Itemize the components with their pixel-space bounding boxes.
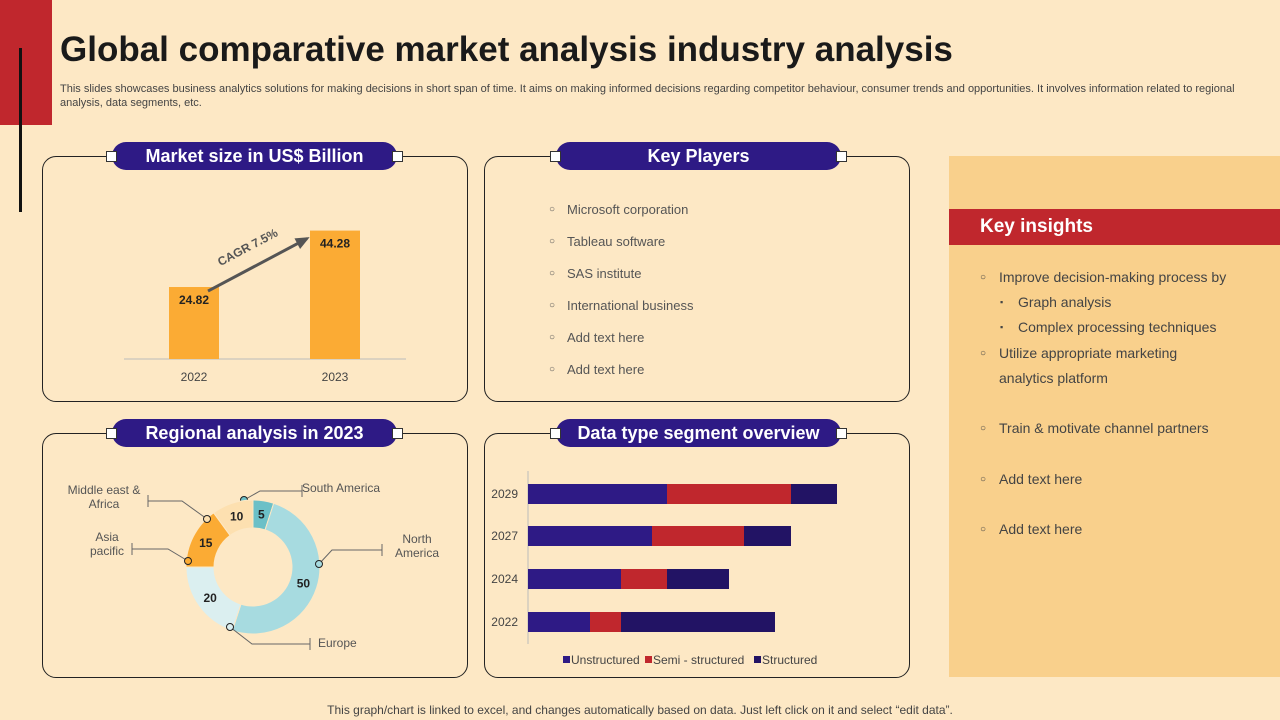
bar-2022-semi-structured	[590, 612, 621, 632]
bar-2029-unstructured	[528, 484, 667, 504]
key-players-list: ○ Microsoft corporation ○ Tableau software…	[549, 202, 693, 394]
bar-2024-semi-structured	[621, 569, 667, 589]
data-type-stacked-chart[interactable]: 2029 2027 2024 2022 Unstructured Semi - struc…	[484, 433, 910, 678]
data-label-south-america: 5	[258, 508, 265, 522]
leader-line	[132, 548, 189, 562]
cagr-arrow-line	[207, 237, 308, 293]
circle-bullet-icon: ○	[549, 300, 556, 311]
bar-2023	[310, 230, 360, 359]
square-bullet-icon: ▪	[1000, 297, 1004, 307]
bar-2022-structured	[621, 612, 775, 632]
circle-bullet-icon: ○	[980, 524, 987, 535]
footer-note: This graph/chart is linked to excel, and…	[327, 703, 953, 717]
key-players-panel	[484, 156, 910, 402]
bar-2024-unstructured	[528, 569, 621, 589]
bar-2024-structured	[667, 569, 729, 589]
cagr-annotation: CAGR 7.5%	[215, 225, 280, 268]
regional-header: Regional analysis in 2023	[106, 419, 403, 447]
legend-label: Asia	[95, 530, 119, 544]
tick-label-2022: 2022	[181, 370, 208, 384]
legend-swatch	[645, 656, 652, 663]
list-item: ○ Microsoft corporation	[549, 202, 689, 217]
market-size-header: Market size in US$ Billion	[106, 142, 403, 170]
market-size-chart[interactable]: 24.82 2022 44.28 2023 CAGR 7.5%	[42, 156, 468, 402]
page-title: Global comparative market analysis indus…	[60, 30, 953, 69]
circle-bullet-icon: ○	[549, 268, 556, 279]
slice-north-america	[231, 502, 321, 635]
market-size-panel	[42, 156, 468, 402]
data-label-north-america: 50	[297, 576, 311, 590]
insight-item: ○ Add text here	[980, 517, 1082, 542]
insight-item: ○ Train & motivate channel partners	[980, 416, 1209, 441]
data-label-asia-pacific: 15	[199, 536, 213, 550]
insight-subitem: ▪ Graph analysis	[1000, 290, 1111, 315]
bar-2022-unstructured	[528, 612, 590, 632]
page-subtitle: This slides showcases business analytics…	[60, 83, 1235, 109]
leader-dot-icon	[184, 557, 192, 565]
key-players-header: Key Players	[550, 142, 847, 170]
legend-label: Africa	[89, 497, 120, 511]
data-type-panel	[484, 433, 910, 678]
regional-panel	[42, 433, 468, 678]
leader-line	[318, 549, 382, 565]
bar-2027-structured	[744, 526, 791, 546]
circle-bullet-icon: ○	[980, 474, 987, 485]
data-label-middle-east-africa: 10	[230, 510, 244, 524]
leader-dot-icon	[226, 623, 234, 631]
list-item: ○ SAS institute	[549, 266, 642, 281]
slice-middle-east-africa	[212, 499, 254, 537]
circle-bullet-icon: ○	[549, 332, 556, 343]
legend-label: pacific	[90, 544, 124, 558]
tick-label-2023: 2023	[322, 370, 349, 384]
list-item: ○ International business	[549, 298, 694, 313]
leader-dot-icon	[315, 560, 323, 568]
legend-label: Semi - structured	[653, 653, 744, 667]
tick-label-2027: 2027	[491, 529, 518, 543]
circle-bullet-icon: ○	[549, 236, 556, 247]
bar-2022	[169, 287, 219, 359]
square-bullet-icon: ▪	[1000, 322, 1004, 332]
insight-item: ○ Improve decision-making process by	[980, 265, 1226, 290]
circle-bullet-icon: ○	[980, 348, 987, 359]
leader-line	[229, 626, 310, 645]
tick-label-2024: 2024	[491, 572, 518, 586]
list-item: ○ Add text here	[549, 362, 645, 377]
tick-label-2029: 2029	[491, 487, 518, 501]
list-item: ○ Add text here	[549, 330, 645, 345]
insight-item: ○ Add text here	[980, 467, 1082, 492]
data-label-2023: 44.28	[320, 237, 350, 251]
legend-label: Structured	[762, 653, 817, 667]
corner-accent-line	[19, 48, 22, 212]
legend-label: Unstructured	[571, 653, 640, 667]
circle-bullet-icon: ○	[980, 272, 987, 283]
legend-label: North	[402, 532, 431, 546]
legend-swatch	[563, 656, 570, 663]
cagr-arrow-head-icon	[294, 237, 310, 250]
legend-label: South America	[302, 481, 380, 495]
bar-2027-semi-structured	[652, 526, 744, 546]
data-label-2022: 24.82	[179, 293, 209, 307]
insight-subitem: ▪ Complex processing techniques	[1000, 315, 1216, 340]
bar-2029-structured	[791, 484, 837, 504]
legend-label: Europe	[318, 636, 357, 650]
list-item: ○ Tableau software	[549, 234, 666, 249]
data-type-header: Data type segment overview	[550, 419, 847, 447]
data-label-europe: 20	[203, 591, 217, 605]
key-insights-header: Key insights	[949, 209, 1280, 245]
circle-bullet-icon: ○	[549, 204, 556, 215]
leader-line	[148, 500, 208, 520]
corner-accent-block	[0, 0, 52, 125]
tick-label-2022: 2022	[491, 615, 518, 629]
circle-bullet-icon: ○	[980, 423, 987, 434]
legend-swatch	[754, 656, 761, 663]
insight-item: ○ Utilize appropriate marketing analytics …	[980, 341, 1177, 391]
legend-label: America	[395, 546, 439, 560]
legend-label: Middle east &	[68, 483, 141, 497]
circle-bullet-icon: ○	[549, 364, 556, 375]
bar-2027-unstructured	[528, 526, 652, 546]
bar-2029-semi-structured	[667, 484, 791, 504]
leader-dot-icon	[203, 515, 211, 523]
leader-line	[243, 490, 302, 501]
